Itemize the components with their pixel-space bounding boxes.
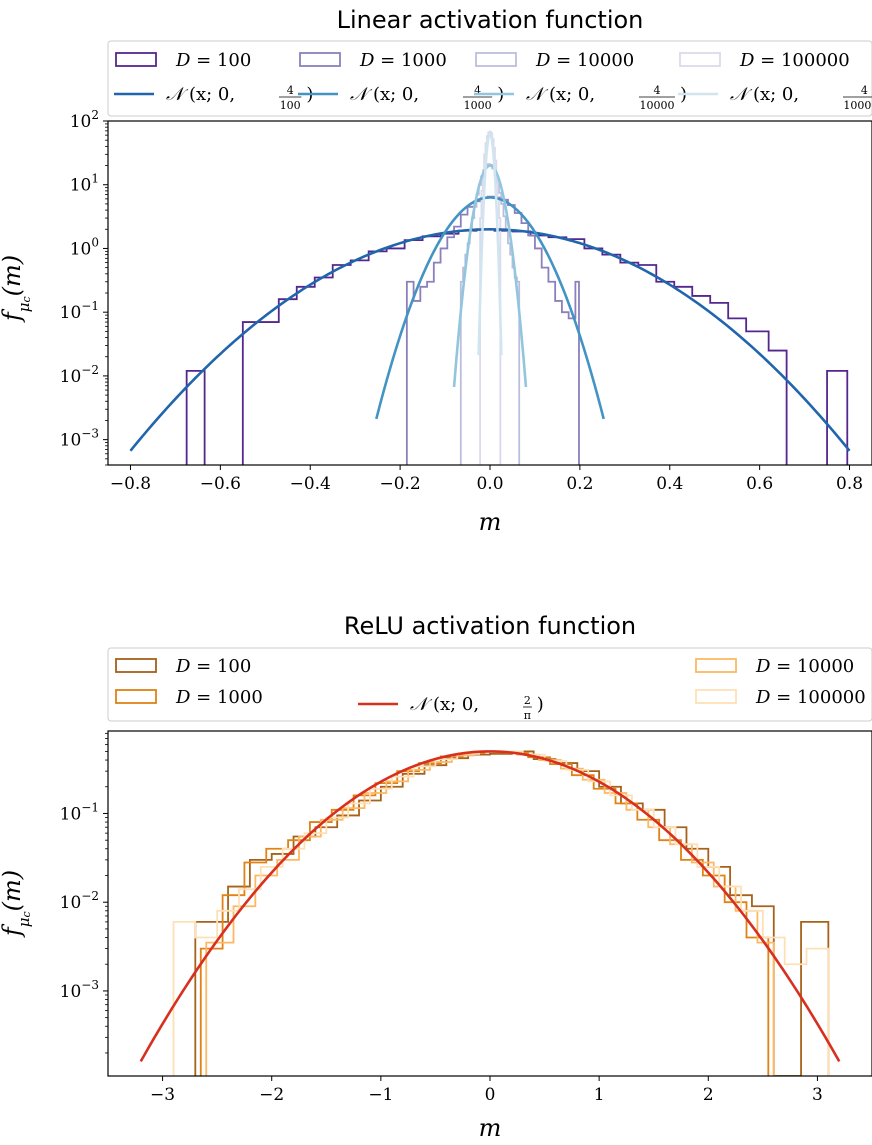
x-tick-label: −3 bbox=[150, 1085, 175, 1105]
plot-data-layer bbox=[129, 130, 851, 465]
x-tick-label: −0.4 bbox=[290, 474, 331, 494]
x-tick-label: 0.0 bbox=[476, 474, 503, 494]
chart-relu-ylabel: fμc(m) bbox=[0, 870, 33, 938]
legend-label: D = 100000 bbox=[755, 687, 866, 708]
chart-relu-legend: D = 100 D = 1000 D = 10000 D = 100000 𝒩 (x; … bbox=[107, 647, 872, 722]
legend-label: 𝒩 (x; 0, bbox=[350, 84, 419, 105]
legend-label: D = 10000 bbox=[535, 50, 634, 71]
legend-label: D = 100 bbox=[175, 656, 251, 677]
x-tick-label: 3 bbox=[812, 1085, 823, 1105]
chart-relu: ReLU activation function D = 100 D = 1000… bbox=[0, 612, 872, 1142]
legend-swatch-histogram bbox=[695, 658, 737, 673]
chart-linear-xlabel: m bbox=[479, 508, 502, 536]
fraction-denominator: π bbox=[524, 709, 531, 722]
histogram-series-3 bbox=[205, 750, 775, 1076]
fraction-denominator: 1000 bbox=[464, 99, 492, 112]
x-tick-label: 1 bbox=[594, 1085, 605, 1105]
legend-label-close: ) bbox=[537, 694, 544, 715]
x-tick-label: 0.2 bbox=[566, 474, 593, 494]
fraction-denominator: 100 bbox=[280, 99, 301, 112]
histogram-series-1 bbox=[194, 750, 830, 1076]
x-tick-label: 0 bbox=[485, 1085, 496, 1105]
legend-swatch-histogram bbox=[475, 52, 517, 67]
legend-label: 𝒩 (x; 0, bbox=[526, 84, 595, 105]
fraction-numerator: 2 bbox=[524, 694, 531, 707]
y-tick-label: 10−3 bbox=[60, 427, 99, 451]
chart-relu-xlabel: m bbox=[479, 1114, 502, 1142]
fraction-denominator: 100000 bbox=[843, 99, 872, 112]
fraction-numerator: 4 bbox=[654, 84, 661, 97]
fraction-numerator: 4 bbox=[861, 84, 868, 97]
plot-data-layer bbox=[139, 750, 841, 1076]
histogram-series-3 bbox=[459, 163, 521, 465]
histogram-series-4 bbox=[479, 130, 502, 465]
y-tick-label: 10−2 bbox=[60, 889, 99, 913]
legend-label: D = 1000 bbox=[359, 50, 447, 71]
histogram-series-2 bbox=[199, 750, 770, 1076]
x-tick-label: −0.2 bbox=[379, 474, 420, 494]
plot-frame bbox=[107, 120, 872, 466]
x-tick-label: −0.8 bbox=[110, 474, 151, 494]
x-tick-label: 0.8 bbox=[836, 474, 863, 494]
x-tick-label: 2 bbox=[703, 1085, 714, 1105]
legend-label: D = 10000 bbox=[755, 656, 854, 677]
y-tick-label: 10−3 bbox=[60, 978, 99, 1002]
chart-linear-title: Linear activation function bbox=[337, 6, 644, 34]
y-tick-label: 10−2 bbox=[60, 363, 99, 387]
legend-swatch-histogram bbox=[695, 689, 737, 704]
x-tick-label: −1 bbox=[368, 1085, 393, 1105]
y-tick-label: 101 bbox=[70, 172, 99, 196]
fraction-numerator: 4 bbox=[474, 84, 481, 97]
x-tick-label: 0.6 bbox=[746, 474, 773, 494]
chart-linear-legend: D = 100 D = 1000 D = 10000 D = 100000 𝒩 (x; … bbox=[107, 40, 872, 117]
legend-swatch-histogram bbox=[299, 52, 341, 67]
legend-label: D = 100000 bbox=[739, 50, 850, 71]
chart-linear-plot-area: −0.8 −0.6 −0.4 −0.2 0.0 0.2 0.4 0.6 0.8 10−3 10−2 1… bbox=[60, 108, 872, 494]
legend-swatch-histogram bbox=[115, 689, 157, 704]
gaussian-curve-1 bbox=[129, 228, 851, 452]
legend-label: D = 1000 bbox=[175, 687, 263, 708]
chart-linear-ylabel: fμc(m) bbox=[0, 255, 33, 323]
legend-frame bbox=[107, 647, 872, 722]
gaussian-curve-1 bbox=[139, 750, 841, 1063]
chart-linear: Linear activation function D = 100 D = 10… bbox=[0, 6, 872, 536]
x-tick-label: 0.4 bbox=[656, 474, 683, 494]
legend-swatch-histogram bbox=[115, 52, 157, 67]
chart-relu-plot-area: −3 −2 −1 0 1 2 3 10−3 10−2 10−1 bbox=[60, 730, 872, 1105]
y-tick-label: 100 bbox=[70, 235, 99, 259]
legend-swatch-histogram bbox=[115, 658, 157, 673]
gaussian-curve-2 bbox=[375, 196, 605, 420]
fraction-denominator: 10000 bbox=[640, 99, 675, 112]
histogram-series-4 bbox=[172, 750, 830, 1076]
x-tick-label: −2 bbox=[259, 1085, 284, 1105]
gaussian-curve-3 bbox=[452, 164, 528, 388]
legend-label: 𝒩 (x; 0, bbox=[730, 84, 799, 105]
y-tick-label: 102 bbox=[70, 108, 99, 132]
histogram-series-1 bbox=[185, 228, 849, 465]
legend-label: 𝒩 (x; 0, bbox=[166, 84, 235, 105]
chart-relu-title: ReLU activation function bbox=[344, 612, 636, 640]
gaussian-curve-4 bbox=[477, 132, 503, 356]
x-tick-label: −0.6 bbox=[200, 474, 241, 494]
y-tick-label: 10−1 bbox=[60, 299, 99, 323]
legend-label: D = 100 bbox=[175, 50, 251, 71]
legend-swatch-histogram bbox=[679, 52, 721, 67]
legend-label: 𝒩 (x; 0, bbox=[410, 694, 479, 715]
y-tick-label: 10−1 bbox=[60, 800, 99, 824]
fraction-numerator: 4 bbox=[287, 84, 294, 97]
